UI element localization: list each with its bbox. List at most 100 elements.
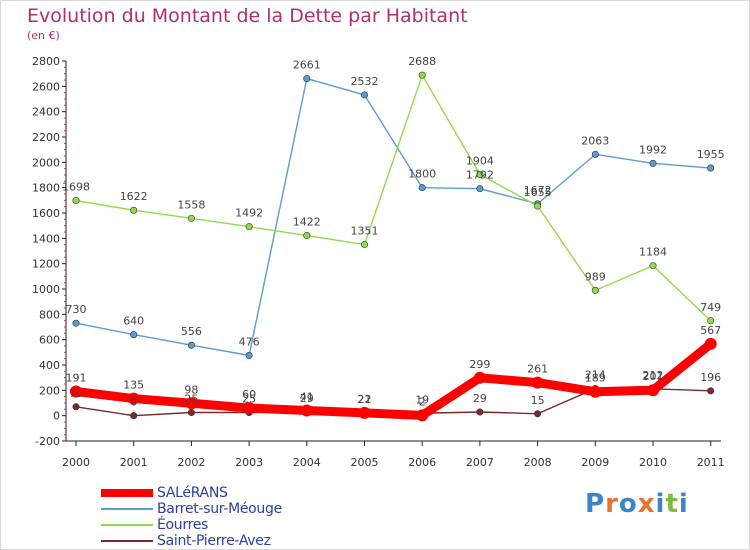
data-label: 476: [239, 335, 260, 348]
y-tick-label: 1000: [32, 283, 60, 296]
logo-letter: r: [605, 489, 619, 519]
data-point: [130, 412, 138, 420]
data-label: 299: [469, 358, 490, 371]
y-tick-label: 2800: [32, 55, 60, 68]
legend-label: Saint-Pierre-Avez: [157, 533, 271, 549]
data-label: 60: [242, 388, 256, 401]
y-tick-label: 1800: [32, 182, 60, 195]
data-label: 1492: [235, 207, 263, 220]
logo-letter: t: [665, 489, 679, 519]
data-point: [245, 223, 253, 231]
x-tick-label: 2001: [120, 456, 148, 469]
data-point: [649, 262, 657, 270]
data-point: [72, 319, 80, 327]
y-tick-label: 2000: [32, 156, 60, 169]
chart-axes: -200020040060080010001200140016001800200…: [32, 55, 725, 469]
data-label: 191: [66, 371, 87, 384]
x-tick-label: 2008: [524, 456, 552, 469]
data-label: 1422: [293, 216, 321, 229]
data-label: 0: [130, 396, 137, 409]
data-label: 1184: [639, 246, 667, 259]
data-point: [303, 232, 311, 240]
data-label: 25: [242, 393, 256, 406]
data-point: [360, 91, 368, 99]
y-tick-label: 0: [53, 410, 60, 423]
data-label: 556: [181, 325, 202, 338]
y-tick-label: 2600: [32, 80, 60, 93]
data-label: 1992: [639, 143, 667, 156]
data-point: [187, 408, 195, 416]
legend-swatch: [101, 524, 153, 526]
data-point: [187, 341, 195, 349]
data-point: [476, 170, 484, 178]
data-label: 189: [585, 372, 606, 385]
data-label: 2532: [351, 75, 379, 88]
y-tick-label: -200: [35, 435, 60, 448]
data-point: [187, 214, 195, 222]
x-tick-label: 2002: [177, 456, 205, 469]
data-point: [707, 387, 715, 395]
logo-letter: i: [655, 489, 666, 519]
y-tick-label: 400: [39, 359, 60, 372]
data-point: [647, 384, 659, 397]
data-label: 25: [184, 393, 198, 406]
data-label: 29: [473, 392, 487, 405]
legend-item: Éourres: [101, 517, 282, 533]
series-line: [75, 74, 712, 322]
x-tick-label: 2005: [351, 456, 379, 469]
data-point: [704, 337, 717, 350]
data-label: 2688: [408, 55, 436, 68]
data-label: 212: [643, 369, 664, 382]
legend-swatch: [101, 489, 153, 497]
data-label: 41: [300, 390, 314, 403]
x-tick-label: 2011: [697, 456, 725, 469]
data-label: 1351: [351, 225, 379, 238]
series-line: [71, 339, 716, 420]
x-tick-label: 2004: [293, 456, 321, 469]
series-line: [75, 77, 712, 357]
data-label: 1698: [62, 181, 90, 194]
logo-letter: o: [618, 489, 638, 519]
data-point: [416, 409, 429, 422]
data-label: 2063: [581, 134, 609, 147]
data-label: 2: [419, 395, 426, 408]
data-label: 567: [700, 324, 721, 337]
data-point: [243, 402, 256, 415]
y-tick-label: 1200: [32, 258, 60, 271]
y-tick-label: 2400: [32, 106, 60, 119]
data-point: [534, 410, 542, 418]
data-point: [70, 385, 82, 398]
data-label: 196: [700, 371, 721, 384]
chart-title: Evolution du Montant de la Dette par Hab…: [27, 5, 468, 27]
data-label: 214: [585, 369, 606, 382]
data-point: [707, 164, 715, 172]
y-tick-label: 1400: [32, 232, 60, 245]
data-point: [418, 184, 426, 192]
data-label: 70: [69, 387, 83, 400]
data-point: [591, 286, 599, 294]
data-label: 19: [415, 393, 429, 406]
data-point: [358, 406, 371, 419]
data-label: 1955: [697, 148, 725, 161]
legend-swatch: [101, 540, 153, 542]
data-label: 1792: [466, 169, 494, 182]
data-point: [303, 75, 311, 83]
y-tick-label: 600: [39, 334, 60, 347]
legend-label: Éourres: [157, 517, 209, 533]
data-label: 1655: [524, 186, 552, 199]
x-tick-label: 2009: [581, 456, 609, 469]
legend-item: Saint-Pierre-Avez: [101, 533, 282, 549]
data-point: [185, 397, 198, 410]
data-label: 98: [184, 383, 198, 396]
y-tick-label: 800: [39, 308, 60, 321]
data-point: [649, 159, 657, 167]
data-point: [245, 351, 253, 359]
data-point: [591, 150, 599, 158]
data-point: [127, 392, 140, 405]
data-point: [130, 331, 138, 339]
data-point: [589, 385, 602, 398]
data-label: 201: [643, 370, 664, 383]
data-label: 22: [358, 393, 372, 406]
y-tick-label: 1600: [32, 207, 60, 220]
